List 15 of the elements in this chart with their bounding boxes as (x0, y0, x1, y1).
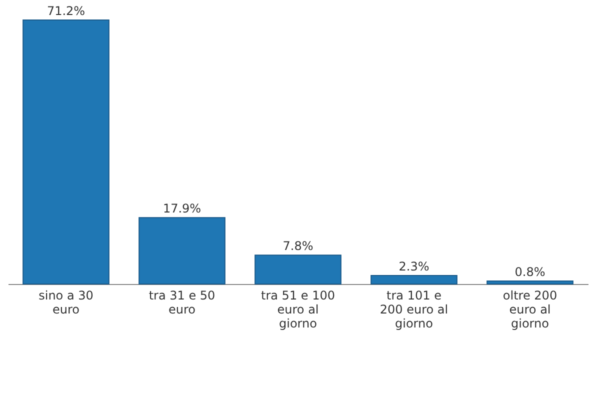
bar (254, 254, 342, 284)
bar (486, 280, 574, 284)
data-label: 71.2% (46, 4, 86, 18)
x-tick-label: tra 51 e 100 euro al giorno (261, 288, 335, 330)
x-tick-label: tra 31 e 50 euro (148, 288, 216, 316)
x-tick-label: sino a 30 euro (38, 288, 94, 316)
data-label: 17.9% (162, 202, 202, 216)
bar (370, 274, 458, 284)
data-label: 0.8% (514, 265, 546, 280)
data-label: 2.3% (398, 259, 430, 274)
x-tick-label: oltre 200 euro al giorno (502, 288, 558, 330)
bar (138, 217, 226, 284)
data-label: 7.8% (282, 239, 314, 254)
bar (22, 20, 110, 284)
x-tick-label: tra 101 e 200 euro al giorno (380, 288, 448, 330)
